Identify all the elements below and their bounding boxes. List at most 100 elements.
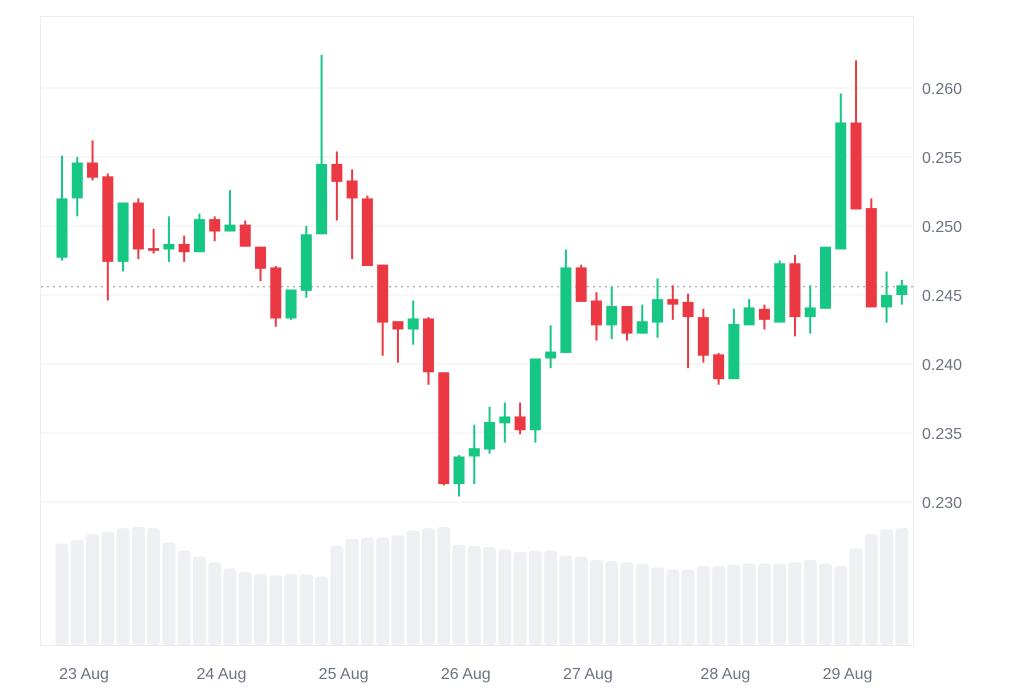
volume-bar [635,563,649,645]
volume-bar [727,564,741,645]
candle-up [316,54,328,235]
x-tick-label: 29 Aug [823,666,873,683]
volume-bar [803,560,817,645]
y-tick-label: 0.230 [922,495,962,512]
candle-up [804,285,816,334]
candle-down [239,220,251,247]
candle-up [835,93,847,250]
x-tick-label: 28 Aug [700,666,750,683]
candle-up [743,299,755,326]
volume-bar [483,547,497,645]
candle-up [468,424,480,485]
candle-down [270,266,282,327]
y-tick-label: 0.240 [922,357,962,374]
volume-bar [223,568,237,645]
volume-bar [162,542,176,645]
candle-down [865,198,877,308]
candle-up [285,289,297,320]
volume-bar [757,563,771,645]
candle-down [377,264,389,356]
candle-down [514,402,526,435]
volume-bar [819,563,832,645]
candle-up [728,308,740,380]
volume-bar [376,537,390,645]
candle-down [102,173,114,301]
candle-up [606,286,618,340]
candle-down [392,321,404,363]
y-tick-label: 0.255 [922,150,962,167]
candle-up [560,249,572,353]
y-axis: 0.260 0.255 0.250 0.245 0.240 0.235 0.230 [922,81,962,512]
y-tick-label: 0.260 [922,81,962,98]
candle-down [255,246,267,282]
volume-bar [895,528,909,645]
x-tick-label: 27 Aug [563,666,613,683]
volume-bar [391,535,405,645]
volume-bar [528,550,542,645]
candle-down [87,140,99,181]
candle-up [56,155,68,261]
candle-up [820,246,831,309]
candle-down [209,216,221,242]
plot-frame [40,16,914,646]
gridlines [41,87,913,503]
volume-bar [315,576,329,645]
candle-up [881,271,893,323]
volume-bar [589,560,603,645]
volume-bar [574,556,588,645]
candle-up [499,402,511,443]
volume-bar [864,534,878,645]
candle-down [621,306,633,341]
candle-up [453,455,465,497]
volume-bar [177,550,191,645]
volume-bar [849,548,863,645]
volume-bar [452,544,466,645]
candle-down [438,372,450,486]
volume-bar [681,569,695,645]
candle-down [590,292,602,341]
volume-bar [773,563,787,645]
x-tick-label: 23 Aug [59,666,109,683]
candle-up [484,406,496,454]
candle-up [163,216,175,262]
volume-bar [788,562,802,645]
volume-bar [513,551,527,645]
x-tick-label: 24 Aug [197,666,247,683]
volume-bar [131,527,145,645]
volume-bar [605,561,619,645]
volume-bar [70,539,84,645]
volume-bar [55,543,69,645]
candle-down [132,198,144,260]
volume-bar [498,549,512,645]
volume-bar [299,574,313,645]
volume-bar [742,563,756,645]
volume-bar [208,562,222,645]
candle-up [529,358,541,443]
candle-up [636,304,648,334]
volume-bar [86,534,100,645]
volume-bar [651,567,665,645]
y-tick-label: 0.245 [922,288,962,305]
volume-bar [406,530,420,645]
volume-bar [147,528,161,645]
volume-bar [467,545,481,645]
candle-up [193,213,205,253]
candle-up [71,157,83,217]
volume-bar [238,571,252,645]
candle-down [697,308,709,363]
candle-up [774,260,786,323]
volume-bar [620,562,634,645]
volume-bar [696,565,710,645]
candle-down [682,293,694,369]
y-tick-label: 0.250 [922,219,962,236]
candle-up [224,190,236,232]
candle-down [331,151,343,221]
volume-bar [269,575,283,645]
candle-down [789,254,801,337]
candle-down [148,228,160,254]
volume-bar [880,529,894,645]
candle-down [667,285,679,320]
x-tick-label: 26 Aug [441,666,491,683]
candle-up [300,226,312,298]
